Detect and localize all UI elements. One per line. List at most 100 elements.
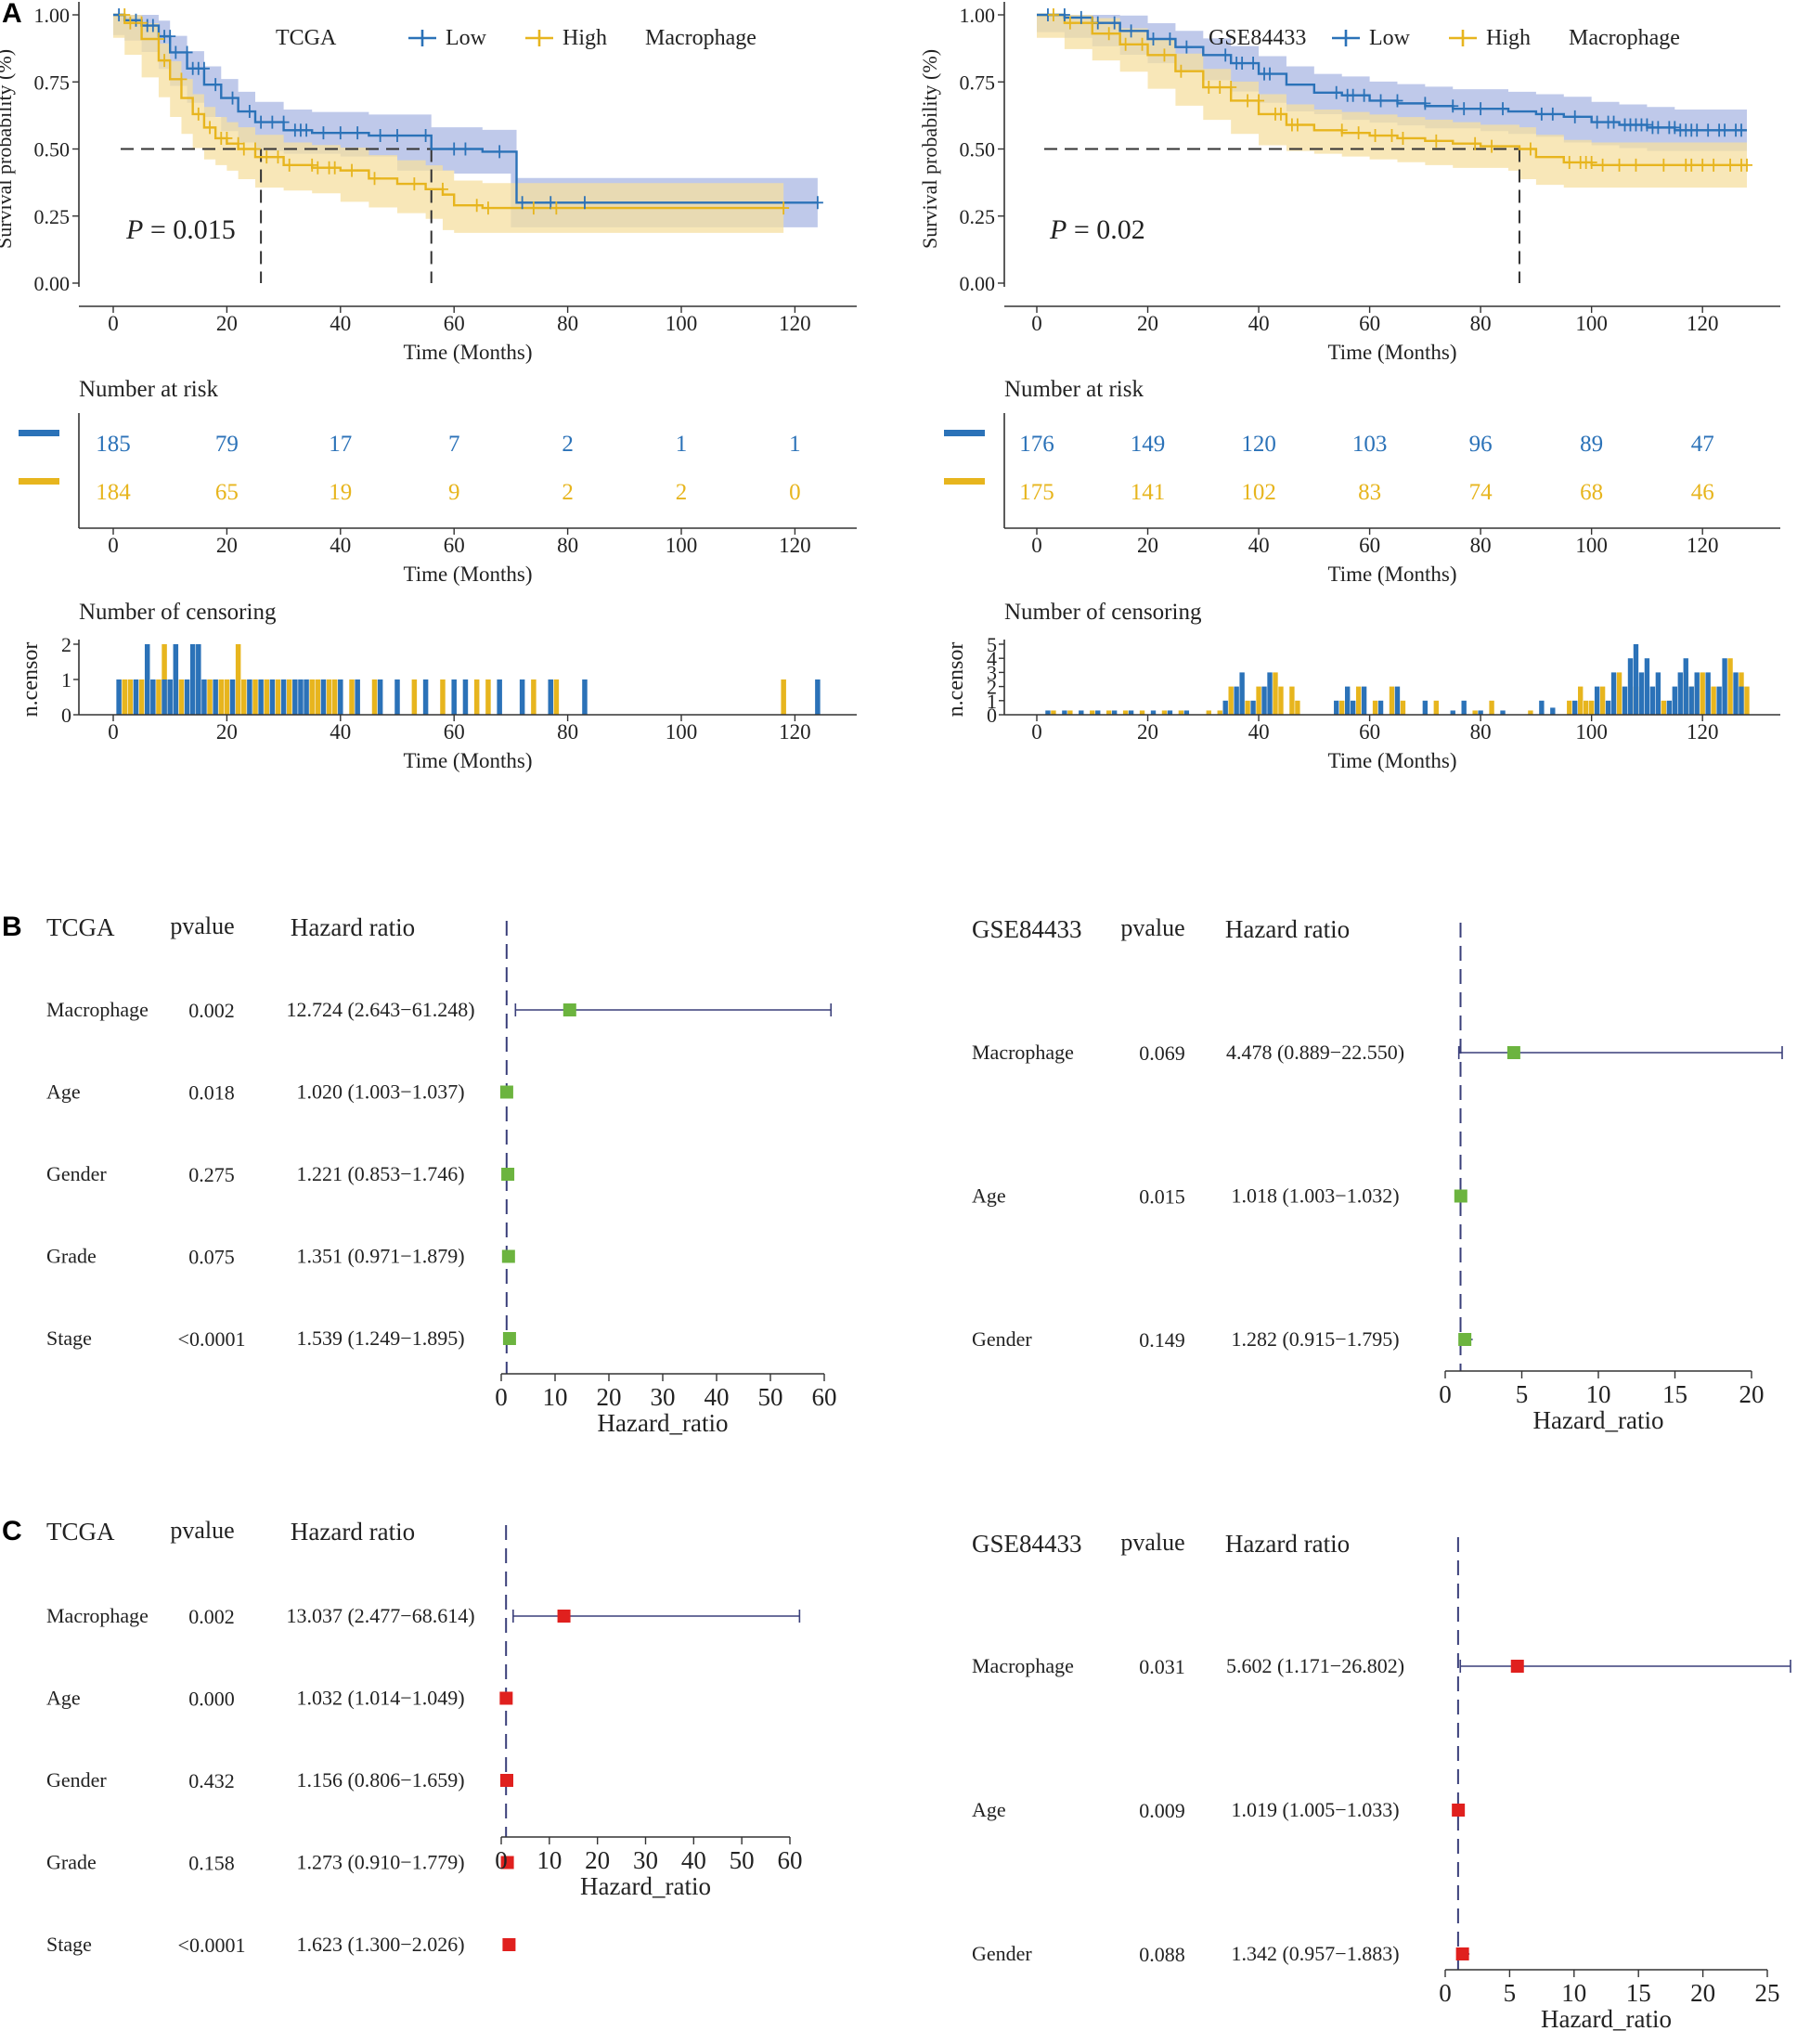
km-tcga-censor-mark-high (250, 142, 261, 156)
km-gse84433-censor-mark-high (1486, 139, 1498, 153)
uni-gse84433-x-tick-label: 5 (1516, 1380, 1529, 1408)
km-gse84433-censor-bar-high (1161, 710, 1168, 715)
km-gse84433-risk-x-tick-label: 60 (1359, 534, 1380, 557)
multi-gse84433-row-label: Gender (972, 1942, 1032, 1965)
km-tcga-censor-bar-low (422, 679, 429, 715)
km-tcga-censor-mark-high (471, 199, 483, 213)
km-gse84433-censor-bar-low (1394, 686, 1401, 715)
km-tcga-censor-mark-low (374, 129, 386, 143)
uni-tcga-x-tick-label: 0 (495, 1383, 508, 1411)
km-tcga-censor-mark-low (420, 129, 432, 143)
km-tcga-censor-bar-low (258, 679, 264, 715)
km-tcga-x-tick-label: 20 (216, 312, 238, 335)
uni-tcga-hr-point (502, 1332, 516, 1345)
multi-tcga-row-label: Gender (46, 1768, 107, 1792)
multi-gse84433-row-label: Macrophage (972, 1654, 1074, 1677)
km-tcga-censor-bar-low (201, 679, 207, 715)
multi-tcga-row-hr: 1.032 (1.014−1.049) (296, 1687, 464, 1710)
km-tcga-censor-mark-high (550, 201, 562, 215)
km-gse84433-censor-mark-high (1469, 136, 1481, 150)
km-tcga-censor-y-axis-title: n.censor (19, 642, 43, 718)
multi-tcga-row-pvalue: 0.158 (188, 1852, 235, 1875)
km-gse84433-censor-y-tick-label: 1 (987, 690, 997, 713)
km-gse84433-censor-bar-low (1622, 686, 1628, 715)
km-tcga-censor-bar-low (320, 679, 327, 715)
uni-tcga-hr-point (501, 1168, 515, 1181)
km-gse84433-censor-bar-high (1217, 710, 1222, 715)
uni-gse84433-x-tick-label: 20 (1739, 1380, 1765, 1408)
km-tcga-censor-x-axis-title: Time (Months) (403, 749, 532, 772)
uni-gse84433-x-tick-label: 15 (1662, 1380, 1687, 1408)
km-gse84433-censor-bar-low (1677, 672, 1683, 715)
km-gse84433-censor-mark-low (1702, 123, 1714, 137)
km-tcga-x-axis-title: Time (Months) (403, 341, 532, 364)
km-tcga-censor-bar-low (582, 679, 588, 715)
km-tcga-censor-bar-low (213, 679, 218, 715)
km-tcga-censor-mark-low (198, 61, 210, 75)
km-gse84433-censor-bar-low (1045, 710, 1051, 715)
km-tcga-risk-title: Number at risk (79, 377, 218, 402)
km-gse84433-ci-band-high (1037, 15, 1747, 188)
km-tcga-censor-mark-high (136, 16, 148, 30)
km-gse84433-censor-bar-high (1355, 686, 1362, 715)
uni-tcga-row-label: Stage (46, 1326, 92, 1350)
km-tcga-censor-mark-low (170, 45, 182, 59)
multi-tcga-row-hr: 13.037 (2.477−68.614) (286, 1604, 474, 1627)
km-tcga-censor-bar-high (485, 679, 491, 715)
km-gse84433-x-tick-label: 20 (1137, 312, 1158, 335)
uni-gse84433-row-label: Macrophage (972, 1041, 1074, 1064)
uni-tcga-row-pvalue: 0.075 (188, 1246, 235, 1269)
km-tcga-censor-bar-low (497, 679, 502, 715)
uni-tcga-row-pvalue: 0.002 (188, 999, 235, 1022)
multi-gse84433-header-pvalue: pvalue (1120, 1529, 1184, 1556)
uni-tcga-row-pvalue: 0.018 (188, 1081, 235, 1105)
km-gse84433-censor-x-tick-label: 0 (1031, 720, 1042, 744)
legend-key-low (408, 30, 436, 46)
km-tcga-risk-low-value: 79 (215, 432, 239, 457)
km-gse84433-censor-y-axis-title: n.censor (944, 642, 968, 718)
km-gse84433-x-tick-label: 120 (1687, 312, 1719, 335)
km-tcga-censor-x-tick-label: 80 (557, 720, 578, 744)
km-tcga-censor-bar-high (252, 679, 258, 715)
km-gse84433-censor-bar-low (1450, 710, 1455, 715)
uni-tcga-row-label: Age (46, 1080, 81, 1104)
multi-gse84433-row-hr: 5.602 (1.171−26.802) (1226, 1654, 1404, 1677)
km-tcga-censor-bar-low (167, 679, 173, 715)
uni-gse84433-row-pvalue: 0.015 (1139, 1185, 1185, 1209)
km-gse84433-censor-x-tick-label: 120 (1687, 720, 1719, 744)
km-gse84433-censor-bar-low (1694, 672, 1700, 715)
forest-univariate-tcga: TCGA pvalue Hazard ratio Macrophage 0.002 12.… (46, 912, 837, 1437)
km-gse84433-censor-x-tick-label: 60 (1359, 720, 1380, 744)
km-gse84433-censor-mark-high (1274, 107, 1286, 121)
km-tcga-censor-bar-high (122, 679, 127, 715)
km-gse84433-censor-bar-low (1672, 686, 1677, 715)
km-gse84433-censor-bar-low (1062, 710, 1067, 715)
km-gse84433-risk-x-axis-title: Time (Months) (1327, 563, 1456, 586)
km-gse84433-censor-mark-high (1597, 158, 1609, 172)
km-tcga-censor-bar-low (394, 679, 400, 715)
uni-tcga-row-label: Macrophage (46, 998, 149, 1021)
multi-tcga-header-pvalue: pvalue (170, 1517, 234, 1544)
km-gse84433-risk-high-value: 74 (1469, 480, 1493, 505)
km-gse84433-censor-bar-low (1478, 710, 1483, 715)
km-tcga-censor-bar-low (196, 644, 201, 715)
km-tcga-censor-mark-low (811, 196, 823, 210)
multi-tcga-header-hr: Hazard ratio (291, 1518, 415, 1546)
km-tcga-censor-bar-high (309, 679, 315, 715)
km-gse84433-censor-bar-high (1578, 686, 1584, 715)
km-tcga-censor-mark-low (334, 126, 346, 140)
km-gse84433-censor-bar-high (1489, 700, 1494, 715)
uni-tcga-header-cohort: TCGA (46, 913, 115, 941)
multi-tcga-row-hr: 1.156 (0.806−1.659) (296, 1768, 464, 1792)
km-tcga-censor-x-tick-label: 20 (216, 720, 238, 744)
km-gse84433-risk-low-value: 96 (1469, 432, 1493, 457)
km-gse84433-censor-mark-low (1546, 107, 1558, 121)
km-gse84433-censor-bar-low (1739, 686, 1744, 715)
km-tcga-censor-bar-high (315, 679, 321, 715)
multi-gse84433-hr-point (1455, 1947, 1469, 1960)
uni-tcga-x-tick-label: 10 (543, 1383, 568, 1411)
km-gse84433-censor-bar-low (1655, 672, 1661, 715)
km-gse84433-censor-bar-low (1079, 710, 1084, 715)
multi-gse84433-hr-point (1510, 1660, 1524, 1673)
km-tcga-censor-bar-high (349, 679, 355, 715)
